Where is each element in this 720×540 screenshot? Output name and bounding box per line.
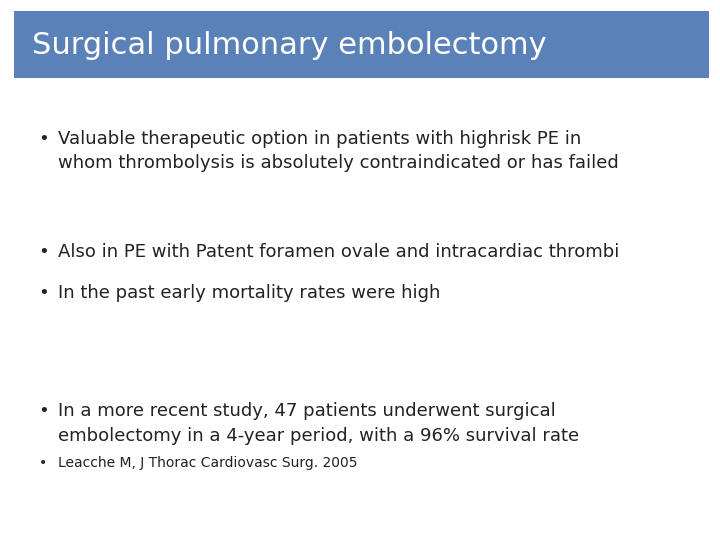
FancyBboxPatch shape (14, 11, 709, 78)
Text: In the past early mortality rates were high: In the past early mortality rates were h… (58, 284, 440, 301)
Text: •: • (38, 284, 48, 301)
Text: In a more recent study, 47 patients underwent surgical
embolectomy in a 4-year p: In a more recent study, 47 patients unde… (58, 402, 579, 444)
Text: Surgical pulmonary embolectomy: Surgical pulmonary embolectomy (32, 31, 547, 60)
Text: Leacche M, J Thorac Cardiovasc Surg. 2005: Leacche M, J Thorac Cardiovasc Surg. 200… (58, 456, 357, 470)
Text: Also in PE with Patent foramen ovale and intracardiac thrombi: Also in PE with Patent foramen ovale and… (58, 243, 619, 261)
Text: •: • (38, 130, 48, 147)
Text: •: • (38, 243, 48, 261)
Text: Valuable therapeutic option in patients with highrisk PE in
whom thrombolysis is: Valuable therapeutic option in patients … (58, 130, 618, 172)
Text: •: • (39, 456, 48, 470)
Text: •: • (38, 402, 48, 420)
